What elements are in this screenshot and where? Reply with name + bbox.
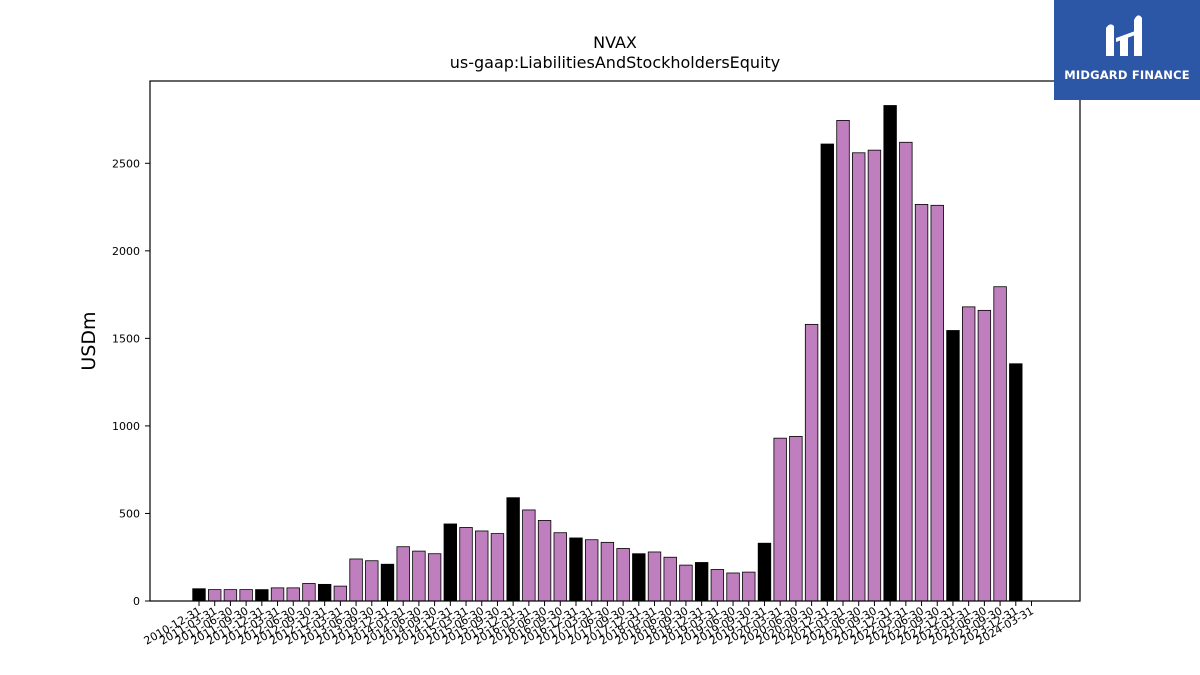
plot-frame [149,80,1081,602]
bar-2021-12-31 [883,105,897,602]
bar-2020-09-30 [804,323,819,602]
y-axis-label: USDm [78,311,100,370]
bar-2016-06-30 [537,520,552,602]
plot-area: 050010001500200025002010-12-312011-03-31… [112,105,1036,648]
bar-2011-12-31 [255,589,269,602]
bar-2021-03-31 [836,119,850,602]
bar-2017-06-30 [600,541,615,602]
bar-2023-09-30 [993,286,1007,602]
bar-2022-12-31 [946,330,960,602]
bar-2014-06-30 [412,550,426,602]
bar-2018-03-31 [647,551,662,602]
bar-2019-03-31 [710,569,725,602]
bar-2011-09-30 [239,589,253,602]
bar-2010-12-31 [192,588,206,602]
bar-2012-03-31 [270,587,285,602]
brand-name: MIDGARD FINANCE [1064,68,1190,82]
bar-2021-09-30 [867,149,882,602]
bar-2019-06-30 [726,572,740,602]
bar-2018-06-30 [663,556,677,602]
bar-2022-06-30 [914,204,929,602]
brand-logo: MIDGARD FINANCE [1054,0,1200,100]
bar-2020-12-31 [820,143,834,602]
bar-2013-06-30 [349,558,363,602]
bar-2016-12-31 [569,537,583,602]
bar-2019-09-30 [742,571,756,602]
bar-2014-03-31 [396,546,410,602]
bar-2017-12-31 [632,553,646,602]
y-tick-label: 500 [119,507,140,520]
bar-2023-03-31 [961,306,976,602]
bar-2019-12-31 [757,542,772,602]
bar-2017-09-30 [616,548,630,602]
chart-title: NVAX [593,33,637,52]
bar-2013-09-30 [365,560,379,602]
bar-2015-09-30 [490,533,505,602]
y-tick-label: 1500 [112,332,140,345]
bar-2023-06-30 [977,309,992,602]
y-tick-label: 0 [133,595,140,608]
bar-2015-12-31 [506,497,520,602]
y-tick-label: 2500 [112,157,140,170]
bar-2022-09-30 [930,204,944,602]
y-tick-label: 2000 [112,245,140,258]
bar-2016-09-30 [553,532,567,602]
bar-2012-06-30 [286,587,300,602]
bar-2022-03-31 [899,141,913,602]
bar-2011-03-31 [208,589,222,602]
bar-2013-03-31 [333,585,348,602]
bar-2020-06-30 [789,436,803,602]
bar-2018-09-30 [679,564,693,602]
bar-2023-12-31 [1009,363,1023,602]
bar-2015-03-31 [459,527,473,602]
bar-2011-06-30 [223,589,238,602]
bar-2014-09-30 [427,553,442,602]
bar-2021-06-30 [852,152,866,602]
bar-2016-03-31 [522,509,536,602]
y-tick-label: 1000 [112,420,140,433]
midgard-logo-icon [1106,15,1142,56]
bar-2012-12-31 [317,583,332,602]
bar-2014-12-31 [443,523,458,602]
bar-2012-09-30 [302,583,316,602]
bar-2020-03-31 [773,437,787,602]
bar-2018-12-31 [694,562,709,602]
chart-subtitle: us-gaap:LiabilitiesAndStockholdersEquity [450,53,781,72]
bar-2013-12-31 [380,563,395,602]
bar-2015-06-30 [475,530,489,602]
bar-2017-03-31 [585,539,599,602]
